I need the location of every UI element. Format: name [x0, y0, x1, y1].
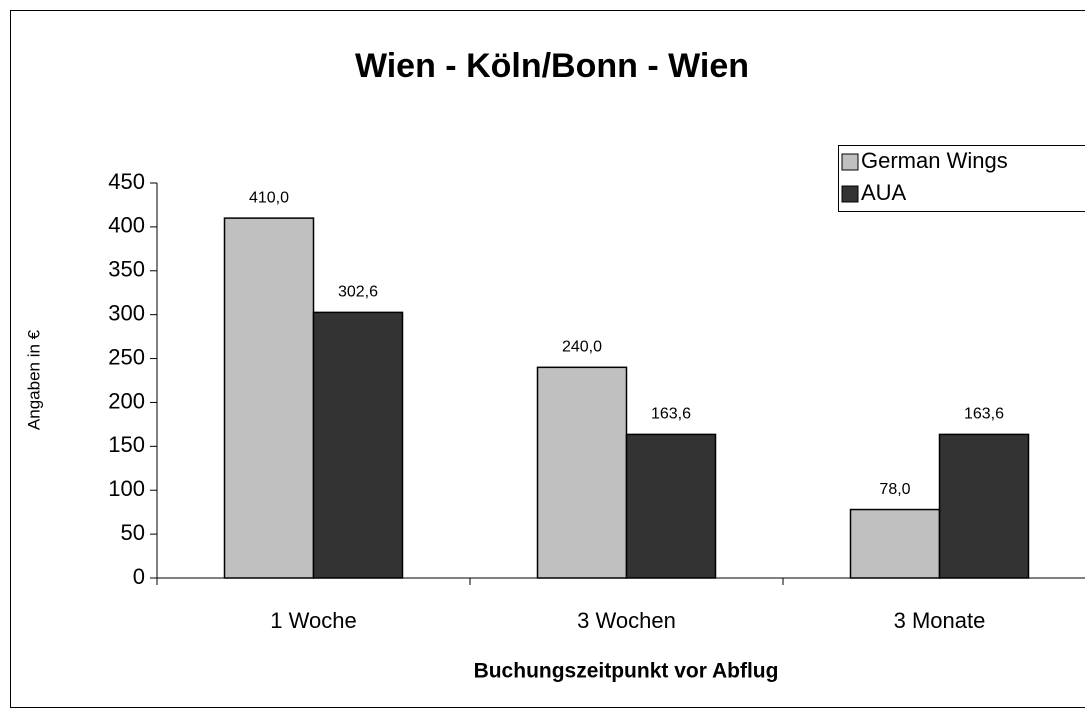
bar [625, 433, 717, 579]
y-tick-label: 350 [108, 257, 145, 282]
bar [938, 433, 1030, 579]
bar [536, 366, 628, 579]
value-label: 163,6 [651, 406, 691, 423]
legend-label: German Wings [861, 148, 1008, 173]
legend-swatch [841, 185, 859, 203]
chart-title: Wien - Köln/Bonn - Wien [355, 47, 749, 85]
value-label: 240,0 [562, 339, 602, 356]
x-tick-label: 3 Wochen [577, 608, 676, 633]
value-label: 410,0 [249, 189, 289, 206]
y-tick-label: 100 [108, 476, 145, 501]
value-label: 302,6 [338, 284, 378, 301]
y-tick-label: 400 [108, 213, 145, 238]
y-tick-label: 250 [108, 344, 145, 369]
chart-border [10, 10, 1085, 708]
bar [312, 311, 404, 579]
y-tick-label: 150 [108, 432, 145, 457]
legend-label: AUA [861, 180, 907, 205]
y-tick-label: 200 [108, 388, 145, 413]
y-tick-label: 0 [133, 564, 145, 589]
value-label: 78,0 [879, 481, 910, 498]
x-tick-label: 3 Monate [894, 608, 986, 633]
y-axis-title: Angaben in € [24, 329, 43, 430]
legend-box [838, 145, 1085, 212]
y-tick-label: 50 [121, 520, 145, 545]
y-tick-label: 450 [108, 169, 145, 194]
y-tick-label: 300 [108, 300, 145, 325]
legend-swatch [841, 153, 859, 171]
value-label: 163,6 [964, 406, 1004, 423]
x-axis-title: Buchungszeitpunkt vor Abflug [474, 660, 779, 683]
bar [223, 217, 315, 579]
x-tick-label: 1 Woche [270, 608, 356, 633]
bar [849, 508, 941, 579]
